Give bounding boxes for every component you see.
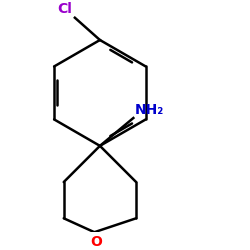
Text: O: O <box>90 235 102 249</box>
Text: Cl: Cl <box>57 2 72 16</box>
Text: NH₂: NH₂ <box>135 102 164 117</box>
